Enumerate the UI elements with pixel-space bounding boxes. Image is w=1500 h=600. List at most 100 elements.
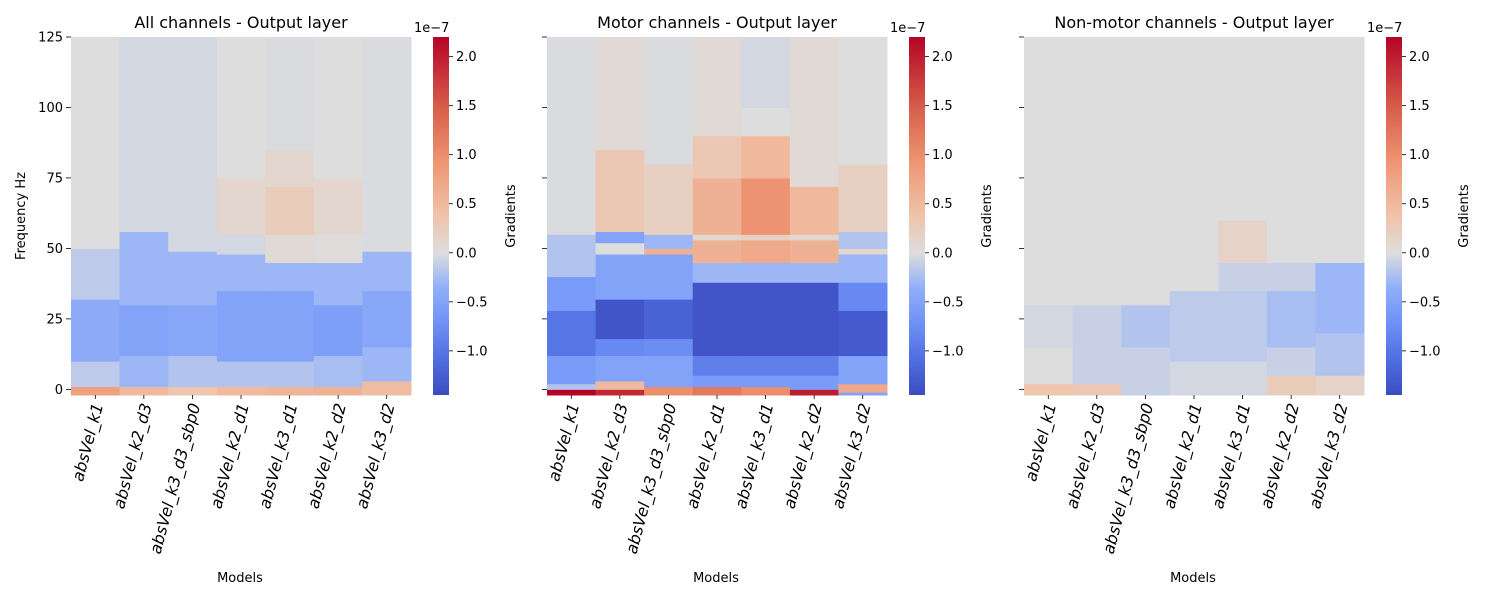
- heatmap-cell: [1072, 383, 1122, 396]
- heatmap-cell: [1024, 37, 1074, 306]
- x-tick-label: absVel_k2_d3: [109, 401, 156, 511]
- heatmap-cell: [595, 380, 645, 390]
- heatmap-cell: [595, 149, 645, 233]
- heatmap-cell: [692, 386, 742, 396]
- heatmap-cell: [644, 299, 694, 340]
- y-tick-label: 0: [55, 383, 63, 398]
- heatmap-cell: [313, 262, 363, 306]
- heatmap-cell: [1072, 37, 1122, 306]
- heatmap-cell: [547, 234, 597, 278]
- heatmap-cell: [644, 248, 694, 255]
- heatmap-cell: [265, 186, 315, 235]
- colorbar: [433, 37, 449, 395]
- x-tick-label: absVel_k3_d1: [255, 401, 302, 511]
- y-tick-label: 50: [46, 242, 63, 257]
- x-tick-label: absVel_k3_d2: [828, 401, 875, 511]
- heatmap-cell: [216, 234, 266, 255]
- x-tick-label: absVel_k1: [68, 401, 108, 483]
- heatmap-cell: [692, 177, 742, 235]
- heatmap-cell: [595, 389, 645, 396]
- x-tick-label: absVel_k3_d3_sbp0: [146, 401, 205, 556]
- heatmap-cell: [265, 386, 315, 396]
- y-tick-label: 25: [46, 312, 63, 327]
- heatmap-cell: [313, 355, 363, 388]
- heatmap-cell: [838, 163, 888, 233]
- heatmap-cell: [313, 37, 363, 179]
- colorbar-tick-label: −0.5: [456, 295, 488, 310]
- heatmap-cell: [1315, 262, 1365, 334]
- colorbar-tick-label: 1.0: [932, 148, 953, 163]
- x-tick-label: absVel_k3_d2: [1305, 401, 1352, 511]
- x-tick-label: absVel_k2_d1: [206, 401, 253, 511]
- heatmap-cell: [838, 37, 888, 165]
- heatmap-cell: [216, 177, 266, 235]
- colorbar-tick-label: 0.0: [932, 246, 953, 261]
- heatmap-cell: [71, 386, 121, 396]
- heatmap-cell: [547, 310, 597, 357]
- heatmap-cell: [71, 361, 121, 388]
- colorbar-tick-label: 1.5: [1409, 99, 1430, 114]
- heatmap-cell: [1266, 347, 1316, 376]
- heatmap-cell: [741, 234, 791, 241]
- colorbar-multiplier: 1e−7: [1367, 21, 1402, 36]
- heatmap-cell: [838, 383, 888, 393]
- heatmap-cell: [838, 248, 888, 255]
- heatmap-cell: [789, 239, 839, 264]
- heatmap-cell: [838, 282, 888, 311]
- heatmap-cell: [692, 355, 742, 376]
- colorbar: [1386, 37, 1402, 395]
- colorbar-tick-label: −0.5: [1409, 295, 1441, 310]
- x-tick-label: absVel_k1: [1021, 401, 1061, 483]
- colorbar: [909, 37, 925, 395]
- heatmap-cell: [1072, 304, 1122, 348]
- heatmap-cell: [313, 304, 363, 357]
- heatmap-cell: [547, 37, 597, 235]
- heatmap-cell: [1169, 37, 1219, 292]
- heatmap-cell: [168, 386, 218, 396]
- colorbar-label: Gradients: [504, 184, 519, 248]
- heatmap-cell: [313, 177, 363, 235]
- x-tick-label: absVel_k3_d1: [1208, 401, 1255, 511]
- heatmap-cell: [789, 389, 839, 396]
- heatmap-cell: [595, 338, 645, 357]
- heatmap-cell: [644, 234, 694, 249]
- heatmap-cell: [547, 355, 597, 385]
- panel-title: All channels - Output layer: [134, 13, 348, 32]
- heatmap-cell: [119, 355, 169, 388]
- y-axis-label: Frequency Hz: [14, 172, 29, 260]
- heatmap-cell: [1218, 220, 1268, 264]
- heatmap-cell: [265, 290, 315, 362]
- heatmap-cell: [692, 262, 742, 283]
- heatmap-cell: [216, 361, 266, 388]
- heatmap-cell: [1315, 37, 1365, 264]
- heatmap-cell: [1266, 375, 1316, 396]
- heatmap-cell: [265, 234, 315, 264]
- heatmap-cell: [119, 304, 169, 357]
- x-tick-label: absVel_k3_d1: [731, 401, 778, 511]
- colorbar-tick-label: 0.0: [1409, 246, 1430, 261]
- heatmap-cell: [838, 355, 888, 385]
- colorbar-multiplier: 1e−7: [890, 21, 925, 36]
- colorbar-tick-label: 2.0: [456, 50, 477, 65]
- heatmap-cell: [741, 239, 791, 264]
- heatmap-cell: [1266, 37, 1316, 264]
- colorbar-tick-label: 0.5: [1409, 197, 1430, 212]
- colorbar-tick-label: 1.0: [1409, 148, 1430, 163]
- heatmap-cell: [168, 355, 218, 388]
- heatmap-cell: [119, 37, 169, 233]
- x-tick-label: absVel_k2_d1: [682, 401, 729, 511]
- colorbar-tick-label: 2.0: [932, 50, 953, 65]
- heatmap-cell: [789, 234, 839, 241]
- heatmap-cell: [1024, 383, 1074, 396]
- heatmap-cell: [644, 254, 694, 300]
- x-tick-label: absVel_k2_d2: [1257, 401, 1304, 511]
- x-axis-label: Models: [217, 571, 263, 586]
- heatmap-cell: [362, 37, 412, 252]
- colorbar-tick-label: −1.0: [932, 344, 964, 359]
- heatmap-cell: [362, 251, 412, 292]
- heatmap-cell: [595, 37, 645, 151]
- colorbar-tick-label: 0.5: [932, 197, 953, 212]
- heatmap-cell: [1218, 290, 1268, 362]
